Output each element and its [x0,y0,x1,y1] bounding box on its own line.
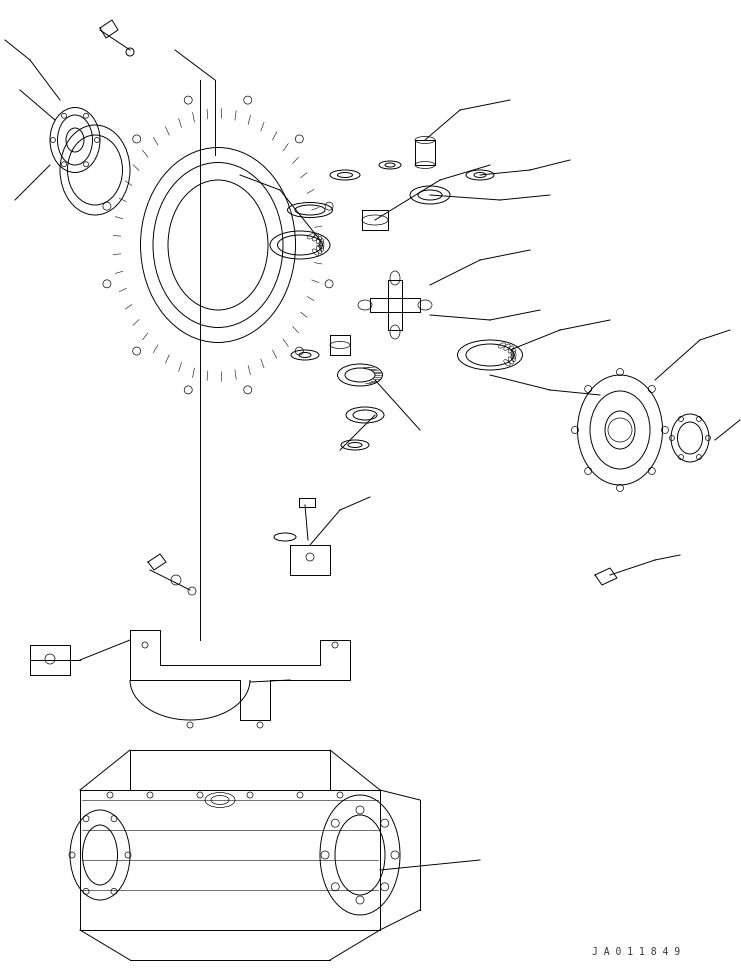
Text: J A 0 1 1 8 4 9: J A 0 1 1 8 4 9 [592,947,680,957]
